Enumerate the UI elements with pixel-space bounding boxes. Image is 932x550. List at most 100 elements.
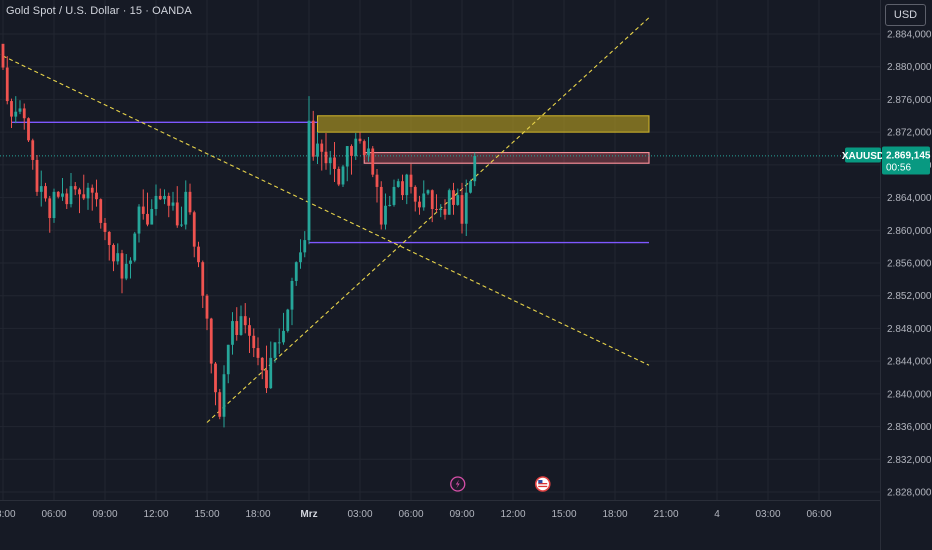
candle-body [452,190,455,205]
candle-body [82,194,86,199]
flag-stripe [538,485,548,488]
time-tick-label: Mrz [300,509,317,520]
candle-body [409,174,413,187]
time-tick-label: 21:00 [653,509,678,520]
candle-body [184,191,188,225]
candle-body [158,195,162,200]
trendline [0,53,650,366]
grid [0,0,881,550]
candle-body [362,141,366,156]
candle-body [99,199,103,223]
price-tick-label: 2.836,000 [887,422,932,433]
time-tick-label: 18:00 [602,509,627,520]
candle-body [354,138,358,156]
time-axis: 03:00 06:00 09:00 12:00 15:00 18:00 Mrz 03:00 06… [0,509,832,520]
time-tick-label: 12:00 [500,509,525,520]
trendline [206,17,650,423]
candle-body [1,43,5,68]
time-tick-label: 09:00 [449,509,474,520]
candle-body [146,213,149,225]
candle-body [473,155,477,182]
flag-canton [538,480,543,484]
candle-body [69,186,73,205]
candle-body [56,191,60,197]
candle-body [277,342,281,344]
candle-body [44,186,47,199]
candle-body [141,206,145,214]
candle-body [180,224,183,226]
candle-body [456,195,460,205]
candle-body [469,181,472,193]
currency-button[interactable]: USD [885,4,926,26]
candle-body [422,193,426,208]
time-tick-label: 4 [714,509,720,520]
candle-body [324,151,328,164]
candle-body [222,374,226,417]
lightning-event-icon [450,476,466,492]
candle-body [328,157,332,164]
candles [1,43,477,428]
candle-body [443,209,447,215]
candle-body [14,111,18,117]
candle-body [129,260,132,264]
candle-body [167,195,171,206]
candle-body [5,67,9,102]
candle-body [358,138,362,142]
candle-body [282,330,285,343]
time-tick-label: 06:00 [806,509,831,520]
candle-body [218,392,222,417]
candle-body [10,101,13,117]
price-tag-countdown: 00:56 [886,162,911,173]
candle-body [52,191,56,219]
candle-body [35,159,39,192]
price-tick-label: 2.828,000 [887,488,932,499]
time-tick-label: 06:00 [398,509,423,520]
candle-body [171,202,175,206]
candle-body [379,186,383,225]
candle-body [154,195,158,210]
candle-body [112,245,115,262]
candle-body [205,295,209,319]
candle-body [405,174,409,196]
candle-body [311,120,315,157]
candle-body [197,246,200,263]
candle-body [388,204,392,206]
time-tick-label: 03:00 [0,509,16,520]
events [450,476,551,492]
candle-body [201,262,205,296]
candle-body [256,348,260,358]
price-tick-label: 2.860,000 [887,226,932,237]
candle-body [39,186,43,192]
price-tick-label: 2.848,000 [887,324,932,335]
candle-body [371,148,375,175]
candle-body [209,318,213,364]
candle-body [65,193,69,205]
candle-body [345,146,349,167]
candle-body [384,205,387,225]
candle-body [27,118,30,141]
candle-body [214,363,217,393]
candle-body [447,190,451,215]
candle-body [375,174,379,187]
candle-body [290,280,294,310]
candle-body [286,309,290,331]
candle-body [269,357,273,389]
candle-body [260,357,264,371]
supply-zone [317,115,650,133]
candle-body [341,166,345,185]
price-tick-label: 2.844,000 [887,357,932,368]
symbol-tag [845,147,881,163]
candle-body [120,253,124,279]
time-tick-label: 09:00 [92,509,117,520]
candle-body [95,192,98,200]
candle-body [90,187,94,193]
candle-body [78,189,81,195]
candle-body [103,222,107,232]
time-tick-label: 03:00 [755,509,780,520]
candle-body [150,209,154,225]
price-tag-box [882,146,930,175]
candle-body [316,143,319,157]
candle-body [418,201,421,208]
